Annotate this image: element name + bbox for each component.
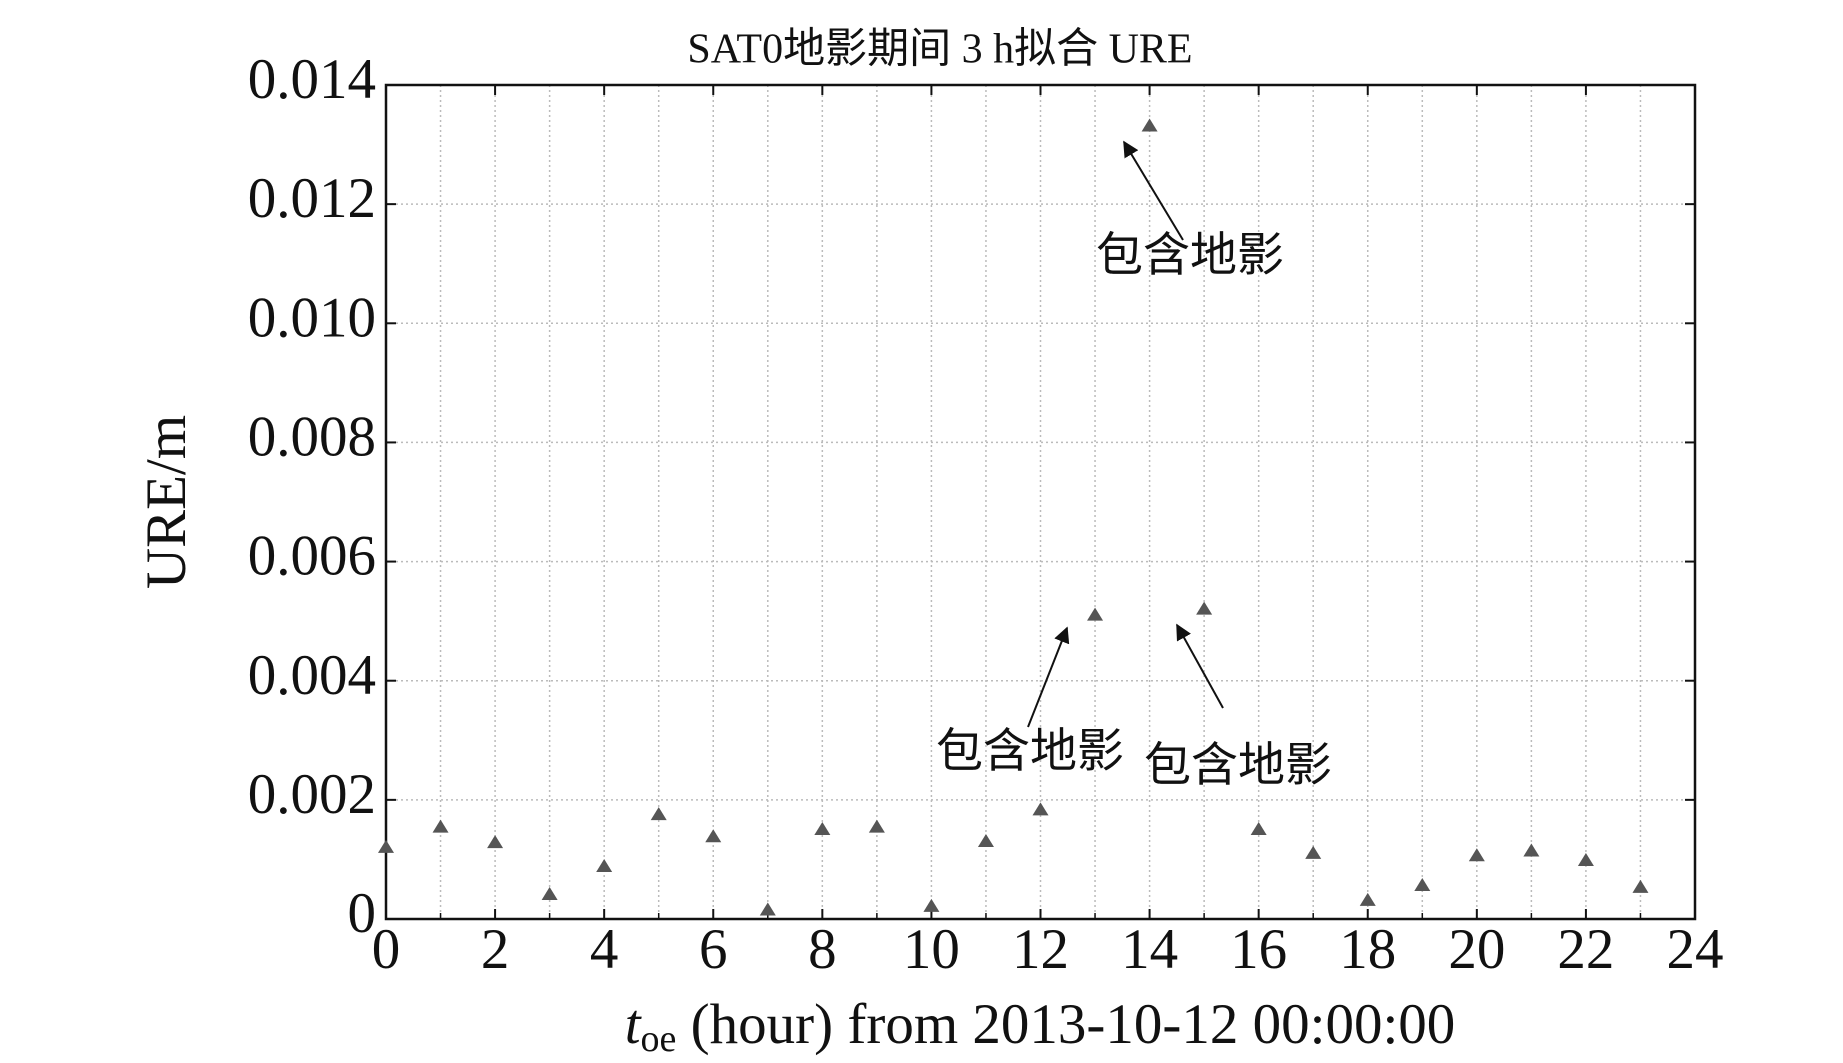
- x-tick-label: 14: [1121, 918, 1178, 981]
- marker: [432, 819, 449, 833]
- annotation-arrow: [1176, 623, 1224, 709]
- x-tick-label: 4: [590, 918, 619, 981]
- y-tick-label: 0.012: [248, 167, 376, 230]
- annotation: 包含地影: [1144, 740, 1332, 792]
- marker: [1087, 607, 1104, 621]
- x-tick-label: 2: [481, 918, 510, 981]
- y-tick-label: 0.008: [248, 406, 376, 469]
- x-tick-label: 20: [1448, 918, 1505, 981]
- annotation: 包含地影: [1096, 230, 1284, 282]
- marker: [759, 902, 776, 916]
- x-tick-label: 8: [808, 918, 837, 981]
- annotation: 包含地影: [936, 726, 1124, 778]
- x-tick-label: 6: [699, 918, 728, 981]
- x-label-text: (hour) from 2013-10-12 00:00:00: [676, 993, 1455, 1056]
- x-axis-label: toe (hour) from 2013-10-12 00:00:00: [625, 993, 1456, 1060]
- annotation-arrow: [1123, 140, 1184, 241]
- x-tick-label: 22: [1557, 918, 1614, 981]
- marker: [1032, 802, 1049, 816]
- annotation-arrow: [1027, 626, 1070, 728]
- marker: [1305, 845, 1322, 859]
- marker: [541, 886, 558, 900]
- x-tick-label: 10: [903, 918, 960, 981]
- marker: [1196, 601, 1213, 615]
- marker: [487, 835, 504, 849]
- marker: [705, 829, 722, 843]
- chart-title: SAT0地影期间 3 h拟合 URE: [687, 27, 1192, 73]
- marker: [977, 833, 994, 847]
- y-tick-label: 0.006: [248, 525, 376, 588]
- marker: [596, 858, 613, 872]
- marker: [1523, 843, 1540, 857]
- marker: [923, 898, 940, 912]
- y-tick-label: 0: [348, 882, 377, 945]
- y-tick-label: 0.014: [248, 48, 376, 111]
- marker: [650, 807, 667, 821]
- marker: [814, 822, 831, 836]
- marker: [1250, 822, 1267, 836]
- marker: [868, 819, 885, 833]
- y-tick-label: 0.010: [248, 286, 376, 349]
- marker: [1468, 848, 1485, 862]
- plot-frame: [384, 83, 1697, 921]
- y-axis-label: URE/m: [135, 415, 198, 589]
- y-tick-label: 0.002: [248, 763, 376, 826]
- x-tick-label: 24: [1667, 918, 1724, 981]
- marker: [1359, 892, 1376, 906]
- x-tick-label: 16: [1230, 918, 1287, 981]
- marker: [378, 839, 394, 853]
- x-tick-label: 0: [372, 918, 401, 981]
- x-tick-label: 12: [1012, 918, 1069, 981]
- marker: [1141, 118, 1158, 132]
- marker: [1632, 879, 1649, 893]
- x-tick-label: 18: [1339, 918, 1396, 981]
- y-tick-label: 0.004: [248, 644, 376, 707]
- x-label-var: t: [625, 993, 642, 1056]
- marker: [1414, 878, 1431, 892]
- x-label-sub: oe: [641, 1018, 677, 1060]
- marker: [1577, 853, 1594, 867]
